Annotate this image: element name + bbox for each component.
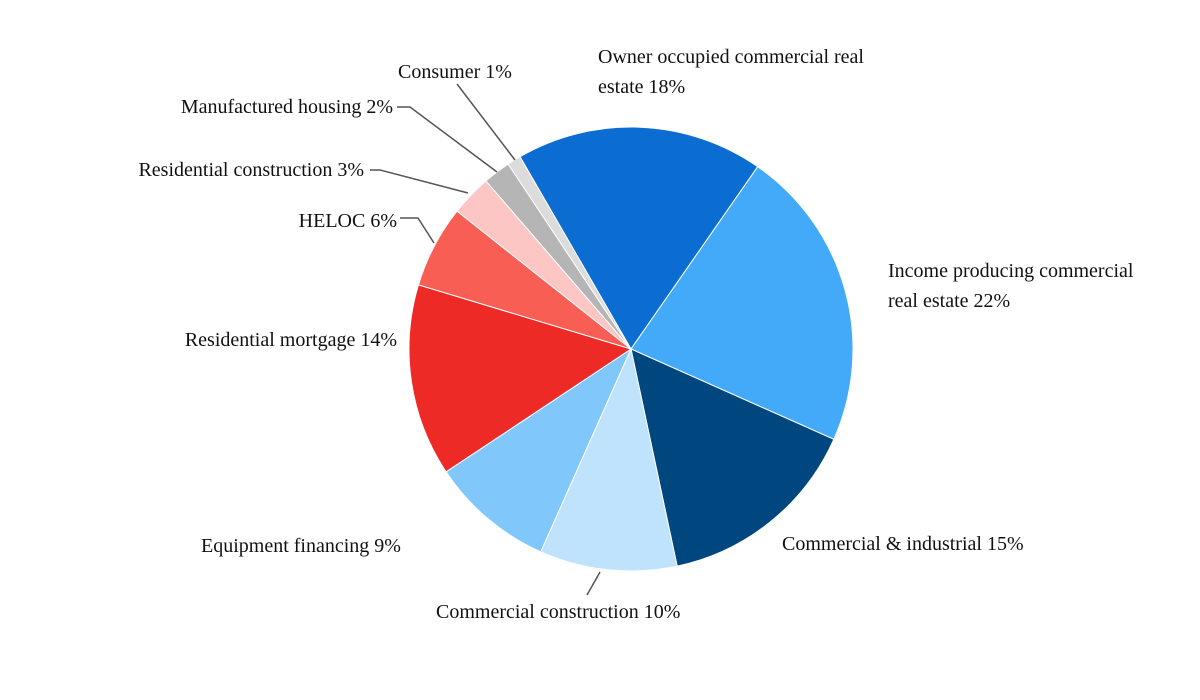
category-name: HELOC [298, 210, 366, 232]
slice-label: Consumer 1% [398, 57, 512, 87]
slice-label: Equipment financing 9% [201, 531, 401, 561]
value-label: 15% [986, 533, 1024, 555]
slice-label: Commercial construction 10% [436, 597, 680, 627]
leader-line [370, 169, 469, 194]
category-name: Residential mortgage [184, 329, 356, 351]
slice-label: Manufactured housing 2% [181, 92, 393, 122]
value-label: 10% [643, 601, 681, 623]
pie-slice [408, 284, 633, 473]
value-label: 18% [648, 76, 686, 98]
category-name: Equipment financing [201, 535, 370, 557]
leader-line [586, 571, 601, 596]
slice-label: Residential construction 3% [138, 155, 364, 185]
pie-slice [630, 166, 854, 440]
slice-label: Residential mortgage 14% [185, 325, 397, 355]
leader-line [397, 106, 498, 173]
value-label: 3% [337, 159, 364, 181]
value-label: 9% [374, 535, 401, 557]
value-label: 1% [485, 61, 512, 83]
slice-label: Owner occupied commercial real estate 18… [598, 42, 888, 102]
category-name: Manufactured housing [180, 96, 362, 118]
category-name: Owner occupied commercial real estate [598, 46, 864, 98]
pie-slice [445, 347, 633, 553]
slice-label: HELOC 6% [299, 206, 397, 236]
value-label: 2% [366, 96, 393, 118]
category-name: Commercial & industrial [782, 533, 982, 555]
category-name: Commercial construction [436, 601, 639, 623]
slice-label: Commercial & industrial 15% [782, 529, 1024, 559]
value-label: 14% [360, 329, 397, 351]
value-label: 22% [973, 290, 1011, 312]
category-name: Income producing commercial real estate [888, 260, 1134, 312]
category-name: Consumer [398, 61, 481, 83]
pie-slice [540, 347, 678, 572]
category-name: Residential construction [138, 159, 333, 181]
pie-slice [507, 156, 632, 350]
slice-label: Income producing commercial real estate … [888, 256, 1163, 316]
pie-slice [630, 348, 835, 567]
pie-slice [519, 126, 759, 350]
value-label: 6% [370, 210, 397, 232]
leader-line [456, 83, 516, 161]
leader-line [400, 217, 435, 244]
